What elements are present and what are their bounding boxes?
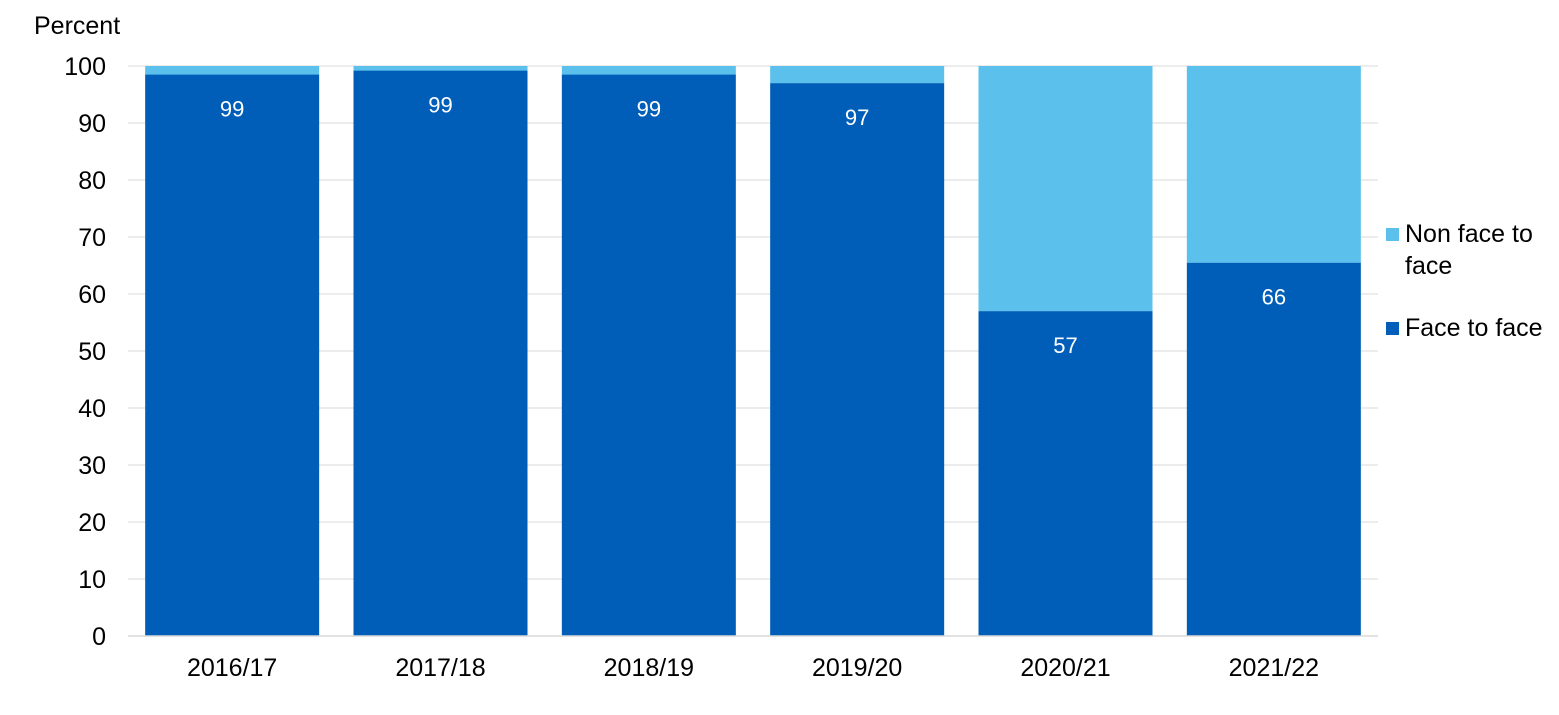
bars: 99 99 99 97 57 66 xyxy=(145,66,1361,637)
bar-face-to-face-5 xyxy=(1186,262,1361,636)
legend-label-face-to-face: Face to face xyxy=(1405,314,1543,342)
y-tick-label: 50 xyxy=(78,338,106,366)
y-tick-label: 0 xyxy=(92,623,106,651)
y-tick-label: 30 xyxy=(78,452,106,480)
x-tick-label: 2018/19 xyxy=(604,654,694,682)
bar-face-to-face-1 xyxy=(353,70,528,636)
bar-non-face-to-face-3 xyxy=(770,66,945,84)
y-axis-ticks: 0 10 20 30 40 50 60 70 80 90 100 xyxy=(64,53,106,651)
bar-non-face-to-face-0 xyxy=(145,66,320,75)
bar-face-to-face-0 xyxy=(145,74,320,637)
legend: Non face to face Face to face xyxy=(1386,218,1556,374)
data-label: 99 xyxy=(220,97,244,122)
x-axis-ticks: 2016/17 2017/18 2018/19 2019/20 2020/21 2021/… xyxy=(187,654,1319,682)
legend-swatch-face-to-face xyxy=(1386,322,1399,335)
data-label: 99 xyxy=(637,97,661,122)
x-tick-label: 2020/21 xyxy=(1020,654,1110,682)
y-tick-label: 60 xyxy=(78,281,106,309)
gridlines xyxy=(128,65,1378,637)
data-label: 97 xyxy=(845,105,869,130)
y-tick-label: 80 xyxy=(78,167,106,195)
bar-non-face-to-face-4 xyxy=(978,66,1153,312)
y-tick-label: 100 xyxy=(64,53,106,81)
data-label: 66 xyxy=(1262,285,1286,310)
bar-non-face-to-face-5 xyxy=(1186,66,1361,263)
x-tick-label: 2016/17 xyxy=(187,654,277,682)
bar-non-face-to-face-2 xyxy=(561,66,736,75)
x-tick-label: 2019/20 xyxy=(812,654,902,682)
bar-face-to-face-3 xyxy=(770,83,945,637)
legend-item-non-face-to-face: Non face to face xyxy=(1386,218,1556,282)
y-axis-title: Percent xyxy=(34,12,120,40)
legend-label-non-face-to-face: Non face to face xyxy=(1405,220,1533,280)
legend-swatch-non-face-to-face xyxy=(1386,228,1399,241)
bar-face-to-face-4 xyxy=(978,311,1153,636)
y-tick-label: 10 xyxy=(78,566,106,594)
legend-item-face-to-face: Face to face xyxy=(1386,312,1556,344)
data-label: 99 xyxy=(428,93,452,118)
y-tick-label: 70 xyxy=(78,224,106,252)
data-label: 57 xyxy=(1053,333,1077,358)
bar-face-to-face-2 xyxy=(561,74,736,637)
y-tick-label: 90 xyxy=(78,110,106,138)
bar-non-face-to-face-1 xyxy=(353,66,528,71)
x-tick-label: 2017/18 xyxy=(395,654,485,682)
y-tick-label: 20 xyxy=(78,509,106,537)
x-tick-label: 2021/22 xyxy=(1229,654,1319,682)
y-tick-label: 40 xyxy=(78,395,106,423)
